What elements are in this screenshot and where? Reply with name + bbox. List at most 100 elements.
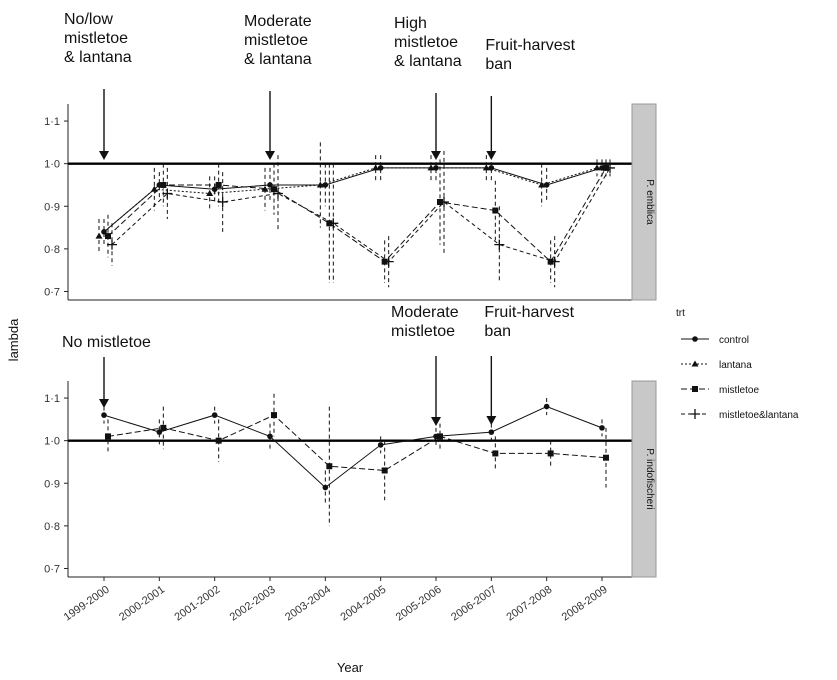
y-tick-label: 0·9 — [44, 201, 60, 213]
series-line — [107, 414, 607, 471]
panel-strip-label: P. indofischeri — [644, 448, 655, 510]
series-mistletoe-and-lantana — [107, 150, 615, 288]
data-point — [215, 437, 222, 444]
series-line — [103, 406, 603, 489]
y-tick-label: 0·7 — [44, 563, 60, 575]
data-point — [267, 433, 273, 440]
data-point — [160, 181, 167, 188]
x-tick-label: 2007-2008 — [504, 584, 554, 624]
annotation-label: Moderate mistletoe — [391, 304, 459, 340]
annotation-arrowhead — [486, 416, 497, 425]
data-point — [549, 256, 560, 267]
data-point — [538, 181, 546, 188]
data-point — [494, 239, 505, 250]
x-tick-label: 2008-2009 — [560, 584, 610, 624]
legend-item-label: control — [719, 335, 749, 346]
y-tick-label: 1·1 — [44, 393, 60, 405]
panel-strip — [631, 380, 657, 578]
x-tick-label: 2004-2005 — [338, 584, 388, 624]
annotation-arrowhead — [431, 417, 441, 426]
annotation-label: Fruit-harvest ban — [485, 37, 576, 73]
x-tick-label: 2000-2001 — [117, 584, 167, 624]
series-line — [111, 167, 611, 263]
data-point — [107, 239, 117, 250]
series-line — [98, 167, 598, 237]
data-point — [488, 165, 495, 171]
data-point — [160, 424, 167, 431]
data-point — [206, 189, 214, 196]
legend: trt control lantana mistletoe mistletoe&lant… — [676, 308, 799, 421]
annotation-label: No/low mistletoe & lantana — [64, 11, 132, 66]
series-line — [103, 167, 603, 233]
legend-item-label: mistletoe&lantana — [719, 410, 799, 421]
data-point — [605, 162, 615, 173]
annotation-arrowhead — [486, 151, 497, 160]
data-point — [427, 164, 435, 171]
legend-key-marker — [691, 360, 699, 367]
annotation-label: Fruit-harvest ban — [484, 304, 575, 340]
x-tick-label: 2002-2003 — [228, 584, 278, 624]
data-point — [326, 463, 333, 470]
y-tick-label: 1·0 — [44, 159, 60, 171]
y-tick-label: 1·1 — [44, 116, 60, 128]
data-point — [383, 256, 394, 267]
y-tick-label: 1·0 — [44, 436, 60, 448]
legend-key-marker — [690, 409, 700, 419]
data-point — [547, 450, 554, 457]
x-tick-label: 2005-2006 — [394, 584, 444, 624]
data-point — [105, 433, 111, 440]
panel-strip — [631, 103, 657, 301]
data-point — [492, 207, 499, 214]
series-control — [101, 155, 605, 245]
data-point — [603, 454, 609, 461]
data-point — [322, 484, 329, 491]
data-point — [377, 442, 384, 448]
data-point — [492, 450, 499, 457]
x-axis-title: Year — [337, 660, 364, 675]
x-tick-label: 2006-2007 — [449, 584, 499, 624]
data-point — [437, 433, 443, 440]
x-tick-label: 2001-2002 — [172, 584, 222, 624]
legend-key-marker — [692, 386, 698, 392]
data-point — [372, 164, 380, 171]
data-point — [261, 185, 269, 192]
data-point — [271, 412, 277, 419]
panel-1: 0·7 0·8 0·9 1·0 1·1 P. emblica — [44, 89, 657, 301]
legend-item-label: mistletoe — [719, 385, 759, 396]
annotation-arrowhead — [265, 151, 275, 160]
panel-strip-label: P. emblica — [644, 179, 655, 225]
data-point — [150, 185, 158, 192]
data-point — [211, 412, 218, 418]
annotation-arrowhead — [99, 399, 109, 408]
annotation-arrowhead — [99, 151, 109, 160]
data-point — [95, 232, 103, 239]
data-point — [105, 233, 111, 240]
x-tick-label: 1999-2000 — [62, 584, 112, 624]
annotation-arrowhead — [431, 151, 441, 160]
data-point — [217, 197, 228, 207]
data-point — [599, 425, 605, 431]
data-point — [593, 164, 601, 171]
y-tick-label: 0·8 — [44, 521, 60, 533]
data-point — [271, 186, 277, 193]
series-lantana — [95, 142, 601, 254]
data-point — [215, 181, 222, 188]
data-point — [322, 182, 329, 188]
legend-key-marker — [692, 336, 698, 342]
series-mistletoe — [105, 393, 609, 526]
legend-item-label: lantana — [719, 360, 752, 371]
y-tick-label: 0·8 — [44, 244, 60, 256]
panel-2: 0·7 0·8 0·9 1·0 1·1 P. indofischeri — [44, 356, 657, 578]
data-point — [162, 188, 173, 199]
series-control — [101, 398, 605, 505]
data-point — [482, 164, 490, 171]
series-line — [107, 167, 607, 263]
data-point — [381, 467, 388, 474]
data-point — [316, 181, 324, 188]
data-point — [488, 429, 495, 435]
annotation-label: No mistletoe — [62, 334, 151, 351]
data-point — [543, 403, 550, 410]
y-tick-label: 0·7 — [44, 286, 60, 298]
y-axis-title: lambda — [6, 318, 21, 361]
annotation-label: Moderate mistletoe & lantana — [244, 13, 312, 68]
